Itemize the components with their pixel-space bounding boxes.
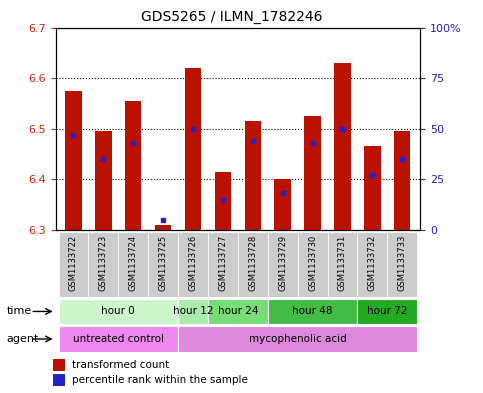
Text: hour 0: hour 0 <box>101 307 135 316</box>
Text: GSM1133731: GSM1133731 <box>338 235 347 291</box>
Bar <box>394 131 411 230</box>
Bar <box>53 359 65 371</box>
Text: GSM1133732: GSM1133732 <box>368 235 377 291</box>
Bar <box>298 232 327 297</box>
Text: GSM1133727: GSM1133727 <box>218 235 227 291</box>
Text: GDS5265 / ILMN_1782246: GDS5265 / ILMN_1782246 <box>141 10 323 24</box>
Text: hour 48: hour 48 <box>292 307 333 316</box>
Bar <box>208 232 238 297</box>
Bar <box>53 374 65 386</box>
Bar <box>148 232 178 297</box>
Bar <box>178 232 208 297</box>
Bar <box>58 232 88 297</box>
Bar <box>364 147 381 230</box>
Text: untreated control: untreated control <box>73 334 164 344</box>
Text: GSM1133722: GSM1133722 <box>69 235 78 291</box>
Bar <box>274 179 291 230</box>
Bar <box>244 121 261 230</box>
Bar <box>65 91 82 230</box>
Bar <box>357 232 387 297</box>
Text: hour 12: hour 12 <box>173 307 213 316</box>
Text: percentile rank within the sample: percentile rank within the sample <box>71 375 248 385</box>
Bar <box>238 232 268 297</box>
Text: transformed count: transformed count <box>71 360 169 370</box>
Text: GSM1133729: GSM1133729 <box>278 235 287 291</box>
Bar <box>215 172 231 230</box>
Text: GSM1133728: GSM1133728 <box>248 235 257 291</box>
Text: GSM1133733: GSM1133733 <box>398 235 407 292</box>
Bar <box>178 326 417 352</box>
Bar <box>304 116 321 230</box>
Bar <box>327 232 357 297</box>
Bar <box>357 299 417 324</box>
Text: GSM1133724: GSM1133724 <box>129 235 138 291</box>
Bar <box>118 232 148 297</box>
Bar <box>387 232 417 297</box>
Bar <box>208 299 268 324</box>
Bar <box>185 68 201 230</box>
Bar <box>58 299 178 324</box>
Text: mycophenolic acid: mycophenolic acid <box>249 334 346 344</box>
Bar <box>58 326 178 352</box>
Text: time: time <box>6 307 31 316</box>
Text: GSM1133725: GSM1133725 <box>158 235 168 291</box>
Bar <box>334 63 351 230</box>
Bar <box>95 131 112 230</box>
Text: hour 24: hour 24 <box>218 307 258 316</box>
Bar <box>155 225 171 230</box>
Bar <box>125 101 142 230</box>
Bar <box>88 232 118 297</box>
Text: agent: agent <box>6 334 39 344</box>
Text: GSM1133730: GSM1133730 <box>308 235 317 291</box>
Text: GSM1133726: GSM1133726 <box>188 235 198 291</box>
Text: GSM1133723: GSM1133723 <box>99 235 108 291</box>
Bar <box>178 299 208 324</box>
Text: hour 72: hour 72 <box>367 307 408 316</box>
Bar <box>268 232 298 297</box>
Bar <box>268 299 357 324</box>
